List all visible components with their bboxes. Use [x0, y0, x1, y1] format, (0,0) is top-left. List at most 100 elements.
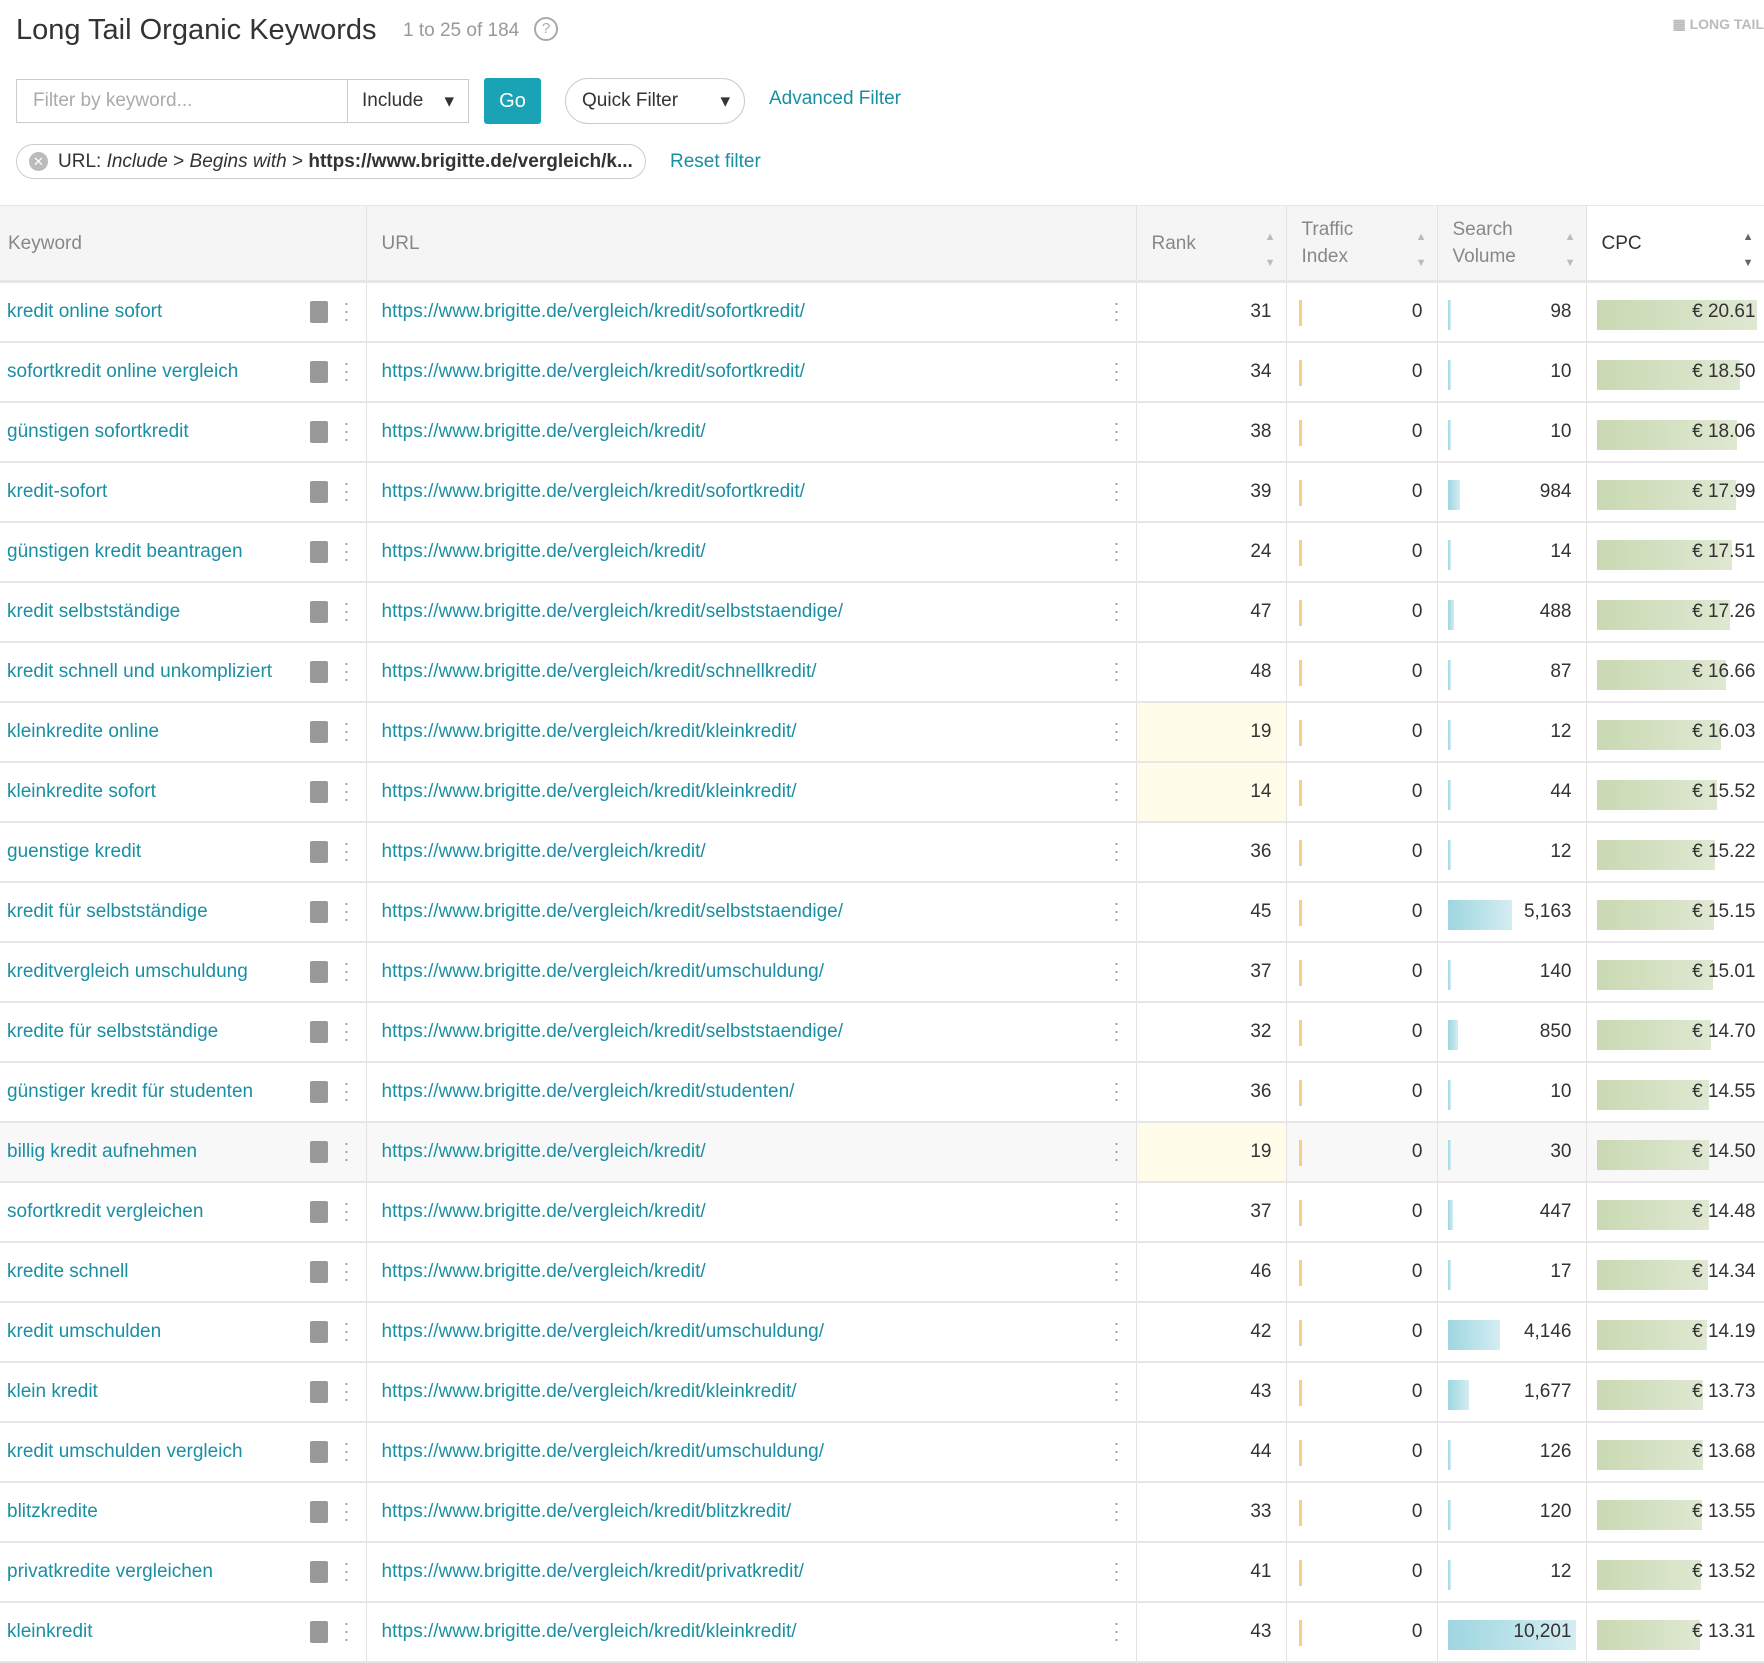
more-icon[interactable]: · · · [343, 772, 350, 809]
col-cpc[interactable]: CPC ▲ ▼ [1586, 205, 1764, 283]
more-icon[interactable]: · · · [1113, 1432, 1120, 1469]
more-icon[interactable]: · · · [343, 293, 350, 329]
more-icon[interactable]: · · · [343, 1492, 350, 1529]
col-keyword[interactable]: Keyword [0, 205, 367, 283]
keyword-link[interactable]: kreditvergleich umschuldung [7, 960, 248, 982]
more-icon[interactable]: · · · [343, 1372, 350, 1409]
more-icon[interactable]: · · · [343, 952, 350, 989]
keyword-link[interactable]: privatkredite vergleichen [7, 1560, 213, 1582]
more-icon[interactable]: · · · [343, 1012, 350, 1049]
url-link[interactable]: https://www.brigitte.de/vergleich/kredit… [381, 1200, 706, 1222]
clipboard-icon[interactable] [309, 480, 328, 503]
url-link[interactable]: https://www.brigitte.de/vergleich/kredit… [381, 1380, 797, 1402]
more-icon[interactable]: · · · [1113, 532, 1120, 569]
url-link[interactable]: https://www.brigitte.de/vergleich/kredit… [381, 840, 706, 862]
clipboard-icon[interactable] [309, 1500, 328, 1523]
url-link[interactable]: https://www.brigitte.de/vergleich/kredit… [381, 600, 844, 622]
more-icon[interactable]: · · · [343, 652, 350, 689]
more-icon[interactable]: · · · [343, 712, 350, 749]
more-icon[interactable]: · · · [1113, 1252, 1120, 1289]
keyword-link[interactable]: günstiger kredit für studenten [7, 1080, 254, 1102]
sort-icon[interactable]: ▲ ▼ [1742, 231, 1754, 269]
more-icon[interactable]: · · · [1113, 952, 1120, 989]
keyword-link[interactable]: kredit schnell und unkompliziert [7, 660, 273, 682]
more-icon[interactable]: · · · [343, 352, 350, 389]
url-link[interactable]: https://www.brigitte.de/vergleich/kredit… [381, 360, 805, 382]
more-icon[interactable]: · · · [1113, 1552, 1120, 1589]
remove-filter-icon[interactable]: ✕ [29, 152, 48, 171]
more-icon[interactable]: · · · [343, 1072, 350, 1109]
quick-filter-dropdown[interactable]: Quick Filter ▾ [565, 78, 745, 124]
url-link[interactable]: https://www.brigitte.de/vergleich/kredit… [381, 1320, 825, 1342]
url-link[interactable]: https://www.brigitte.de/vergleich/kredit… [381, 420, 706, 442]
col-rank[interactable]: Rank ▲ ▼ [1136, 205, 1287, 283]
keyword-link[interactable]: günstigen sofortkredit [7, 420, 189, 442]
help-icon[interactable]: ? [534, 17, 558, 41]
more-icon[interactable]: · · · [1113, 892, 1120, 929]
sort-icon[interactable]: ▲ ▼ [1564, 231, 1576, 269]
url-link[interactable]: https://www.brigitte.de/vergleich/kredit… [381, 1620, 797, 1642]
more-icon[interactable]: · · · [343, 1192, 350, 1229]
keyword-link[interactable]: kredite für selbstständige [7, 1020, 219, 1042]
keyword-link[interactable]: sofortkredit online vergleich [7, 360, 239, 382]
keyword-link[interactable]: kredit online sofort [7, 300, 163, 322]
url-link[interactable]: https://www.brigitte.de/vergleich/kredit… [381, 1080, 795, 1102]
more-icon[interactable]: · · · [343, 1252, 350, 1289]
keyword-link[interactable]: kredit für selbstständige [7, 900, 208, 922]
keyword-link[interactable]: kredit umschulden vergleich [7, 1440, 243, 1462]
keyword-link[interactable]: kredite schnell [7, 1260, 129, 1282]
more-icon[interactable]: · · · [343, 472, 350, 509]
more-icon[interactable]: · · · [1113, 592, 1120, 629]
more-icon[interactable]: · · · [343, 412, 350, 449]
more-icon[interactable]: · · · [1113, 1192, 1120, 1229]
url-link[interactable]: https://www.brigitte.de/vergleich/kredit… [381, 1260, 706, 1282]
clipboard-icon[interactable] [309, 360, 328, 383]
col-traffic-index[interactable]: Traffic Index ▲ ▼ [1286, 205, 1438, 283]
more-icon[interactable]: · · · [343, 1552, 350, 1589]
more-icon[interactable]: · · · [343, 892, 350, 929]
keyword-link[interactable]: billig kredit aufnehmen [7, 1140, 198, 1162]
keyword-link[interactable]: kleinkredite sofort [7, 780, 156, 802]
url-link[interactable]: https://www.brigitte.de/vergleich/kredit… [381, 660, 817, 682]
more-icon[interactable]: · · · [1113, 712, 1120, 749]
more-icon[interactable]: · · · [343, 1432, 350, 1469]
url-link[interactable]: https://www.brigitte.de/vergleich/kredit… [381, 780, 797, 802]
more-icon[interactable]: · · · [1113, 1372, 1120, 1409]
clipboard-icon[interactable] [309, 1620, 328, 1643]
more-icon[interactable]: · · · [1113, 1132, 1120, 1169]
keyword-link[interactable]: kleinkredite online [7, 720, 160, 742]
more-icon[interactable]: · · · [1113, 1012, 1120, 1049]
clipboard-icon[interactable] [309, 1200, 328, 1223]
url-link[interactable]: https://www.brigitte.de/vergleich/kredit… [381, 480, 805, 502]
clipboard-icon[interactable] [309, 1080, 328, 1103]
url-link[interactable]: https://www.brigitte.de/vergleich/kredit… [381, 1140, 706, 1162]
url-link[interactable]: https://www.brigitte.de/vergleich/kredit… [381, 1440, 825, 1462]
more-icon[interactable]: · · · [1113, 772, 1120, 809]
clipboard-icon[interactable] [309, 660, 328, 683]
clipboard-icon[interactable] [309, 840, 328, 863]
more-icon[interactable]: · · · [343, 832, 350, 869]
clipboard-icon[interactable] [309, 1380, 328, 1403]
clipboard-icon[interactable] [309, 1020, 328, 1043]
include-select[interactable]: Include ▾ [348, 80, 468, 122]
keyword-link[interactable]: guenstige kredit [7, 840, 142, 862]
clipboard-icon[interactable] [309, 1560, 328, 1583]
clipboard-icon[interactable] [309, 301, 328, 323]
more-icon[interactable]: · · · [1113, 1312, 1120, 1349]
keyword-link[interactable]: kredit selbstständige [7, 600, 181, 622]
more-icon[interactable]: · · · [343, 1132, 350, 1169]
more-icon[interactable]: · · · [1113, 1072, 1120, 1109]
url-link[interactable]: https://www.brigitte.de/vergleich/kredit… [381, 720, 797, 742]
more-icon[interactable]: · · · [1113, 1612, 1120, 1649]
url-link[interactable]: https://www.brigitte.de/vergleich/kredit… [381, 1500, 792, 1522]
keyword-link[interactable]: kleinkredit [7, 1620, 93, 1642]
more-icon[interactable]: · · · [343, 532, 350, 569]
go-button[interactable]: Go [484, 78, 541, 124]
url-link[interactable]: https://www.brigitte.de/vergleich/kredit… [381, 960, 825, 982]
clipboard-icon[interactable] [309, 1140, 328, 1163]
clipboard-icon[interactable] [309, 780, 328, 803]
clipboard-icon[interactable] [309, 540, 328, 563]
more-icon[interactable]: · · · [343, 592, 350, 629]
more-icon[interactable]: · · · [343, 1612, 350, 1649]
more-icon[interactable]: · · · [1113, 352, 1120, 389]
